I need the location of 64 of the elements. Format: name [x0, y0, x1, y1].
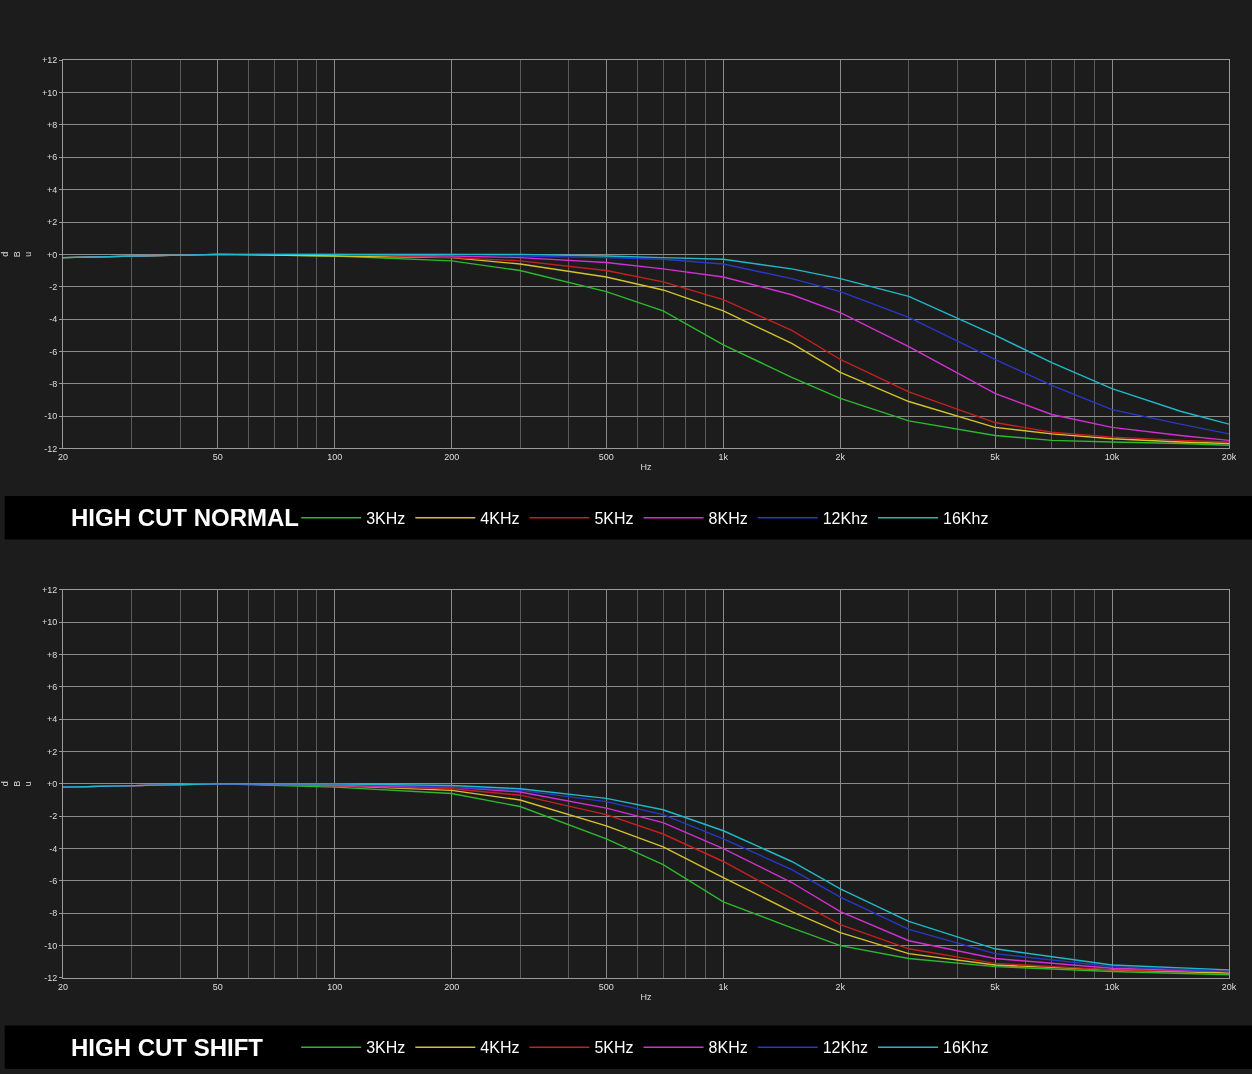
y-tick-label: +10 [41, 87, 58, 98]
x-tick-label: 100 [327, 981, 343, 992]
x-tick-label: 20 [57, 452, 69, 463]
legend-label: 5KHz [594, 509, 634, 527]
y-tick-label: +12 [41, 584, 58, 595]
y-tick-label: +2 [46, 217, 58, 228]
y-tick-label: -10 [44, 940, 58, 951]
y-tick-label: +8 [46, 120, 58, 131]
y-tick-label: -12 [44, 973, 58, 984]
y-tick-label: -8 [49, 378, 58, 389]
x-tick-label: 500 [598, 981, 614, 992]
text: HIGH CUT NORMAL [71, 504, 299, 531]
y-tick-label: -2 [49, 281, 58, 292]
y-axis-title: dBu [0, 251, 34, 258]
text: HIGH CUT SHIFT [71, 1034, 264, 1061]
legend-label: 8KHz [708, 1039, 748, 1057]
legend-label: 4KHz [480, 509, 520, 527]
y-tick-label: +12 [41, 55, 58, 66]
y-tick-label: +2 [46, 746, 58, 757]
legend-label: 4KHz [480, 1039, 520, 1057]
legend-label: 3KHz [366, 509, 406, 527]
x-tick-label: 2k [835, 452, 846, 463]
x-tick-label: 1k [718, 981, 729, 992]
y-tick-label: +0 [46, 249, 58, 260]
legend-label: 3KHz [366, 1039, 406, 1057]
x-tick-label: 10k [1104, 452, 1120, 463]
y-tick-label: +0 [46, 779, 58, 790]
x-tick-label: 5k [990, 981, 1001, 992]
legend-label: 16Khz [943, 1039, 989, 1057]
y-tick-label: +10 [41, 617, 58, 628]
x-axis-title: Hz [640, 462, 652, 473]
x-tick-label: 1k [718, 452, 729, 463]
legend-label: 5KHz [594, 1039, 634, 1057]
x-tick-label: 200 [444, 452, 460, 463]
x-tick-label: 5k [990, 452, 1001, 463]
y-tick-label: -10 [44, 411, 58, 422]
y-tick-label: +4 [46, 184, 58, 195]
x-tick-label: 10k [1104, 981, 1120, 992]
x-tick-label: 50 [212, 981, 223, 992]
y-tick-label: +4 [46, 714, 58, 725]
y-tick-label: +6 [46, 681, 58, 692]
y-tick-label: -4 [49, 314, 58, 325]
legend-label: 8KHz [708, 509, 748, 527]
legend-label: 12Khz [822, 509, 869, 527]
x-axis-title: Hz [640, 991, 652, 1002]
y-tick-label: -8 [49, 908, 58, 919]
y-tick-label: -6 [49, 346, 58, 357]
x-tick-label: 200 [444, 981, 460, 992]
y-tick-label: -2 [49, 811, 58, 822]
x-tick-label: 500 [598, 452, 614, 463]
y-tick-label: -4 [49, 843, 58, 854]
y-tick-label: +8 [46, 649, 58, 660]
y-tick-label: +6 [46, 152, 58, 163]
x-tick-label: 20k [1221, 981, 1237, 992]
x-tick-label: 20 [57, 981, 69, 992]
x-tick-label: 20k [1221, 452, 1237, 463]
y-tick-label: -6 [49, 876, 58, 887]
x-tick-label: 100 [327, 452, 343, 463]
x-tick-label: 50 [212, 452, 223, 463]
legend-label: 16Khz [943, 509, 989, 527]
legend-label: 12Khz [822, 1039, 869, 1057]
y-axis-title: dBu [0, 780, 34, 787]
y-tick-label: -12 [44, 443, 58, 454]
x-tick-label: 2k [835, 981, 846, 992]
